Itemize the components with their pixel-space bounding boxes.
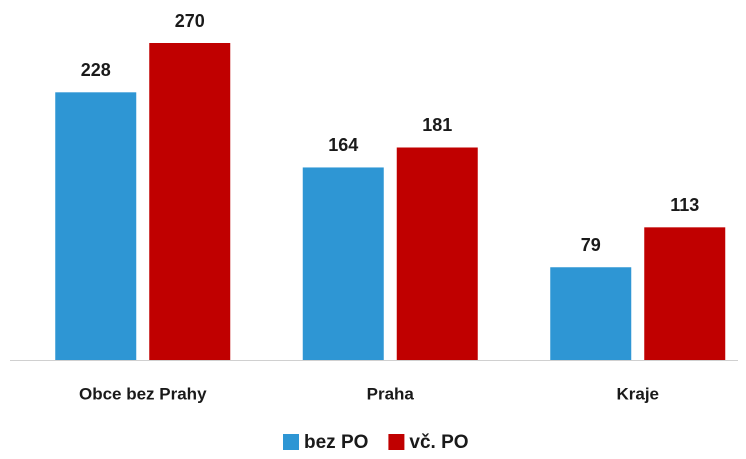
bar	[550, 267, 632, 360]
legend-swatch	[388, 434, 405, 450]
x-tick-label: Obce bez Prahy	[79, 384, 207, 403]
bar	[55, 92, 137, 361]
legend-label: vč. PO	[409, 432, 468, 453]
legend-label: bez PO	[304, 432, 368, 453]
legend-swatch	[283, 434, 299, 450]
data-label: 164	[328, 135, 358, 155]
data-label: 79	[581, 235, 601, 255]
x-tick-label: Kraje	[616, 384, 659, 403]
data-label: 113	[670, 195, 699, 215]
data-label: 228	[81, 60, 111, 80]
data-label: 181	[422, 115, 452, 135]
bar	[302, 167, 384, 360]
x-tick-label: Praha	[367, 384, 415, 403]
data-label: 270	[175, 11, 205, 31]
bar	[149, 43, 231, 360]
bar	[644, 227, 726, 360]
bar	[396, 147, 478, 360]
